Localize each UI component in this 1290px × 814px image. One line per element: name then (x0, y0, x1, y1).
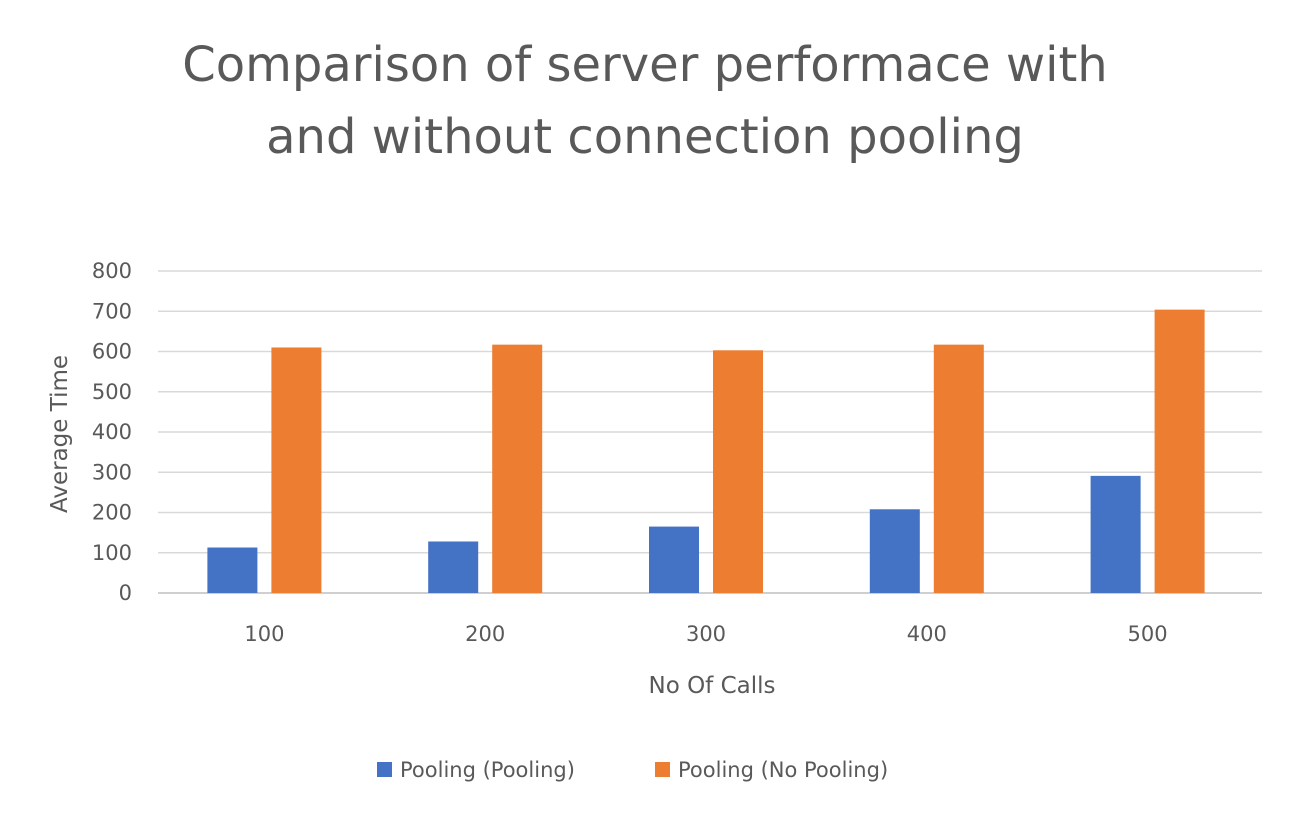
y-tick-label: 600 (92, 340, 132, 364)
bar-no-pooling (933, 344, 984, 593)
y-tick-label: 300 (92, 460, 132, 484)
bar-no-pooling (492, 344, 543, 593)
y-tick-label: 400 (92, 420, 132, 444)
bar-pooling (1090, 475, 1141, 593)
x-tick-label: 300 (686, 622, 726, 646)
x-tick-label: 200 (465, 622, 505, 646)
y-tick-label: 0 (119, 581, 132, 605)
y-tick-label: 200 (92, 501, 132, 525)
x-tick-label: 500 (1128, 622, 1168, 646)
bar-no-pooling (1154, 309, 1205, 593)
y-tick-label: 100 (92, 541, 132, 565)
bar-no-pooling (713, 350, 763, 593)
bar-pooling (649, 526, 699, 593)
y-tick-label: 800 (92, 259, 132, 283)
bar-pooling (207, 547, 258, 593)
chart-title-line-1: Comparison of server performace with (182, 37, 1108, 93)
x-tick-label: 400 (907, 622, 947, 646)
y-axis-title: Average Time (47, 355, 73, 513)
legend-swatch-no-pooling (655, 762, 670, 777)
x-axis-title: No Of Calls (648, 673, 775, 699)
y-tick-label: 500 (92, 380, 132, 404)
legend-swatch-pooling (377, 762, 392, 777)
y-tick-label: 700 (92, 299, 132, 323)
legend-label-no-pooling: Pooling (No Pooling) (678, 758, 888, 782)
x-tick-label: 100 (244, 622, 284, 646)
chart-title-line-2: and without connection pooling (266, 109, 1024, 165)
bar-pooling (428, 541, 479, 593)
bar-pooling (869, 509, 920, 593)
bar-no-pooling (271, 347, 322, 593)
legend-label-pooling: Pooling (Pooling) (400, 758, 575, 782)
